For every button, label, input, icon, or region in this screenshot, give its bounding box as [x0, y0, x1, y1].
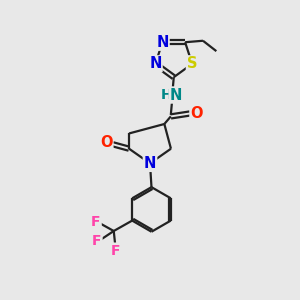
Text: N: N [144, 156, 156, 171]
Text: N: N [156, 35, 169, 50]
Text: N: N [149, 56, 162, 71]
Text: O: O [100, 135, 112, 150]
Text: N: N [170, 88, 182, 103]
Text: S: S [187, 56, 197, 71]
Text: O: O [190, 106, 203, 121]
Text: F: F [110, 244, 120, 258]
Text: H: H [161, 88, 173, 102]
Text: F: F [92, 234, 102, 248]
Text: F: F [91, 215, 101, 229]
